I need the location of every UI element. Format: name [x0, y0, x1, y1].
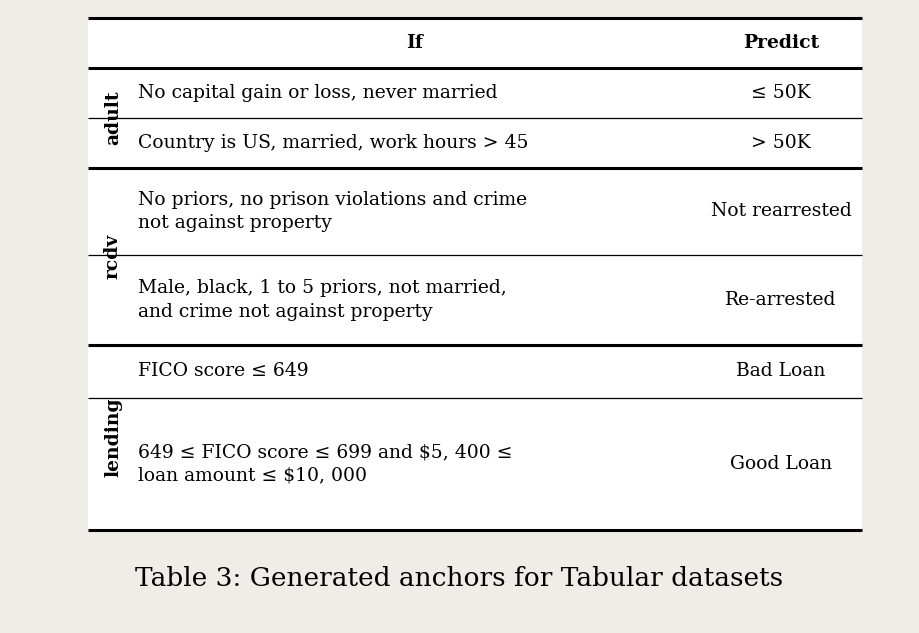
Text: If: If	[406, 34, 424, 52]
Bar	[88, 18, 862, 530]
Text: Not rearrested: Not rearrested	[710, 203, 851, 220]
Text: rcdv: rcdv	[104, 234, 122, 279]
Text: > 50K: > 50K	[751, 134, 811, 152]
Text: 649 ≤ FICO score ≤ 699 and $5, 400 ≤
loan amount ≤ $10, 000: 649 ≤ FICO score ≤ 699 and $5, 400 ≤ loa…	[138, 443, 513, 485]
Text: Table 3: Generated anchors for Tabular datasets: Table 3: Generated anchors for Tabular d…	[135, 565, 784, 591]
Text: Re-arrested: Re-arrested	[725, 291, 836, 309]
Text: Male, black, 1 to 5 priors, not married,
and crime not against property: Male, black, 1 to 5 priors, not married,…	[138, 279, 506, 321]
Text: Good Loan: Good Loan	[730, 455, 832, 473]
Text: FICO score ≤ 649: FICO score ≤ 649	[138, 363, 309, 380]
Text: lending: lending	[104, 398, 122, 477]
Text: Predict: Predict	[743, 34, 819, 52]
Text: adult: adult	[104, 91, 122, 146]
Text: Bad Loan: Bad Loan	[736, 363, 825, 380]
Text: No capital gain or loss, never married: No capital gain or loss, never married	[138, 84, 497, 102]
Text: No priors, no prison violations and crime
not against property: No priors, no prison violations and crim…	[138, 191, 528, 232]
Text: ≤ 50K: ≤ 50K	[751, 84, 811, 102]
Text: Country is US, married, work hours > 45: Country is US, married, work hours > 45	[138, 134, 528, 152]
